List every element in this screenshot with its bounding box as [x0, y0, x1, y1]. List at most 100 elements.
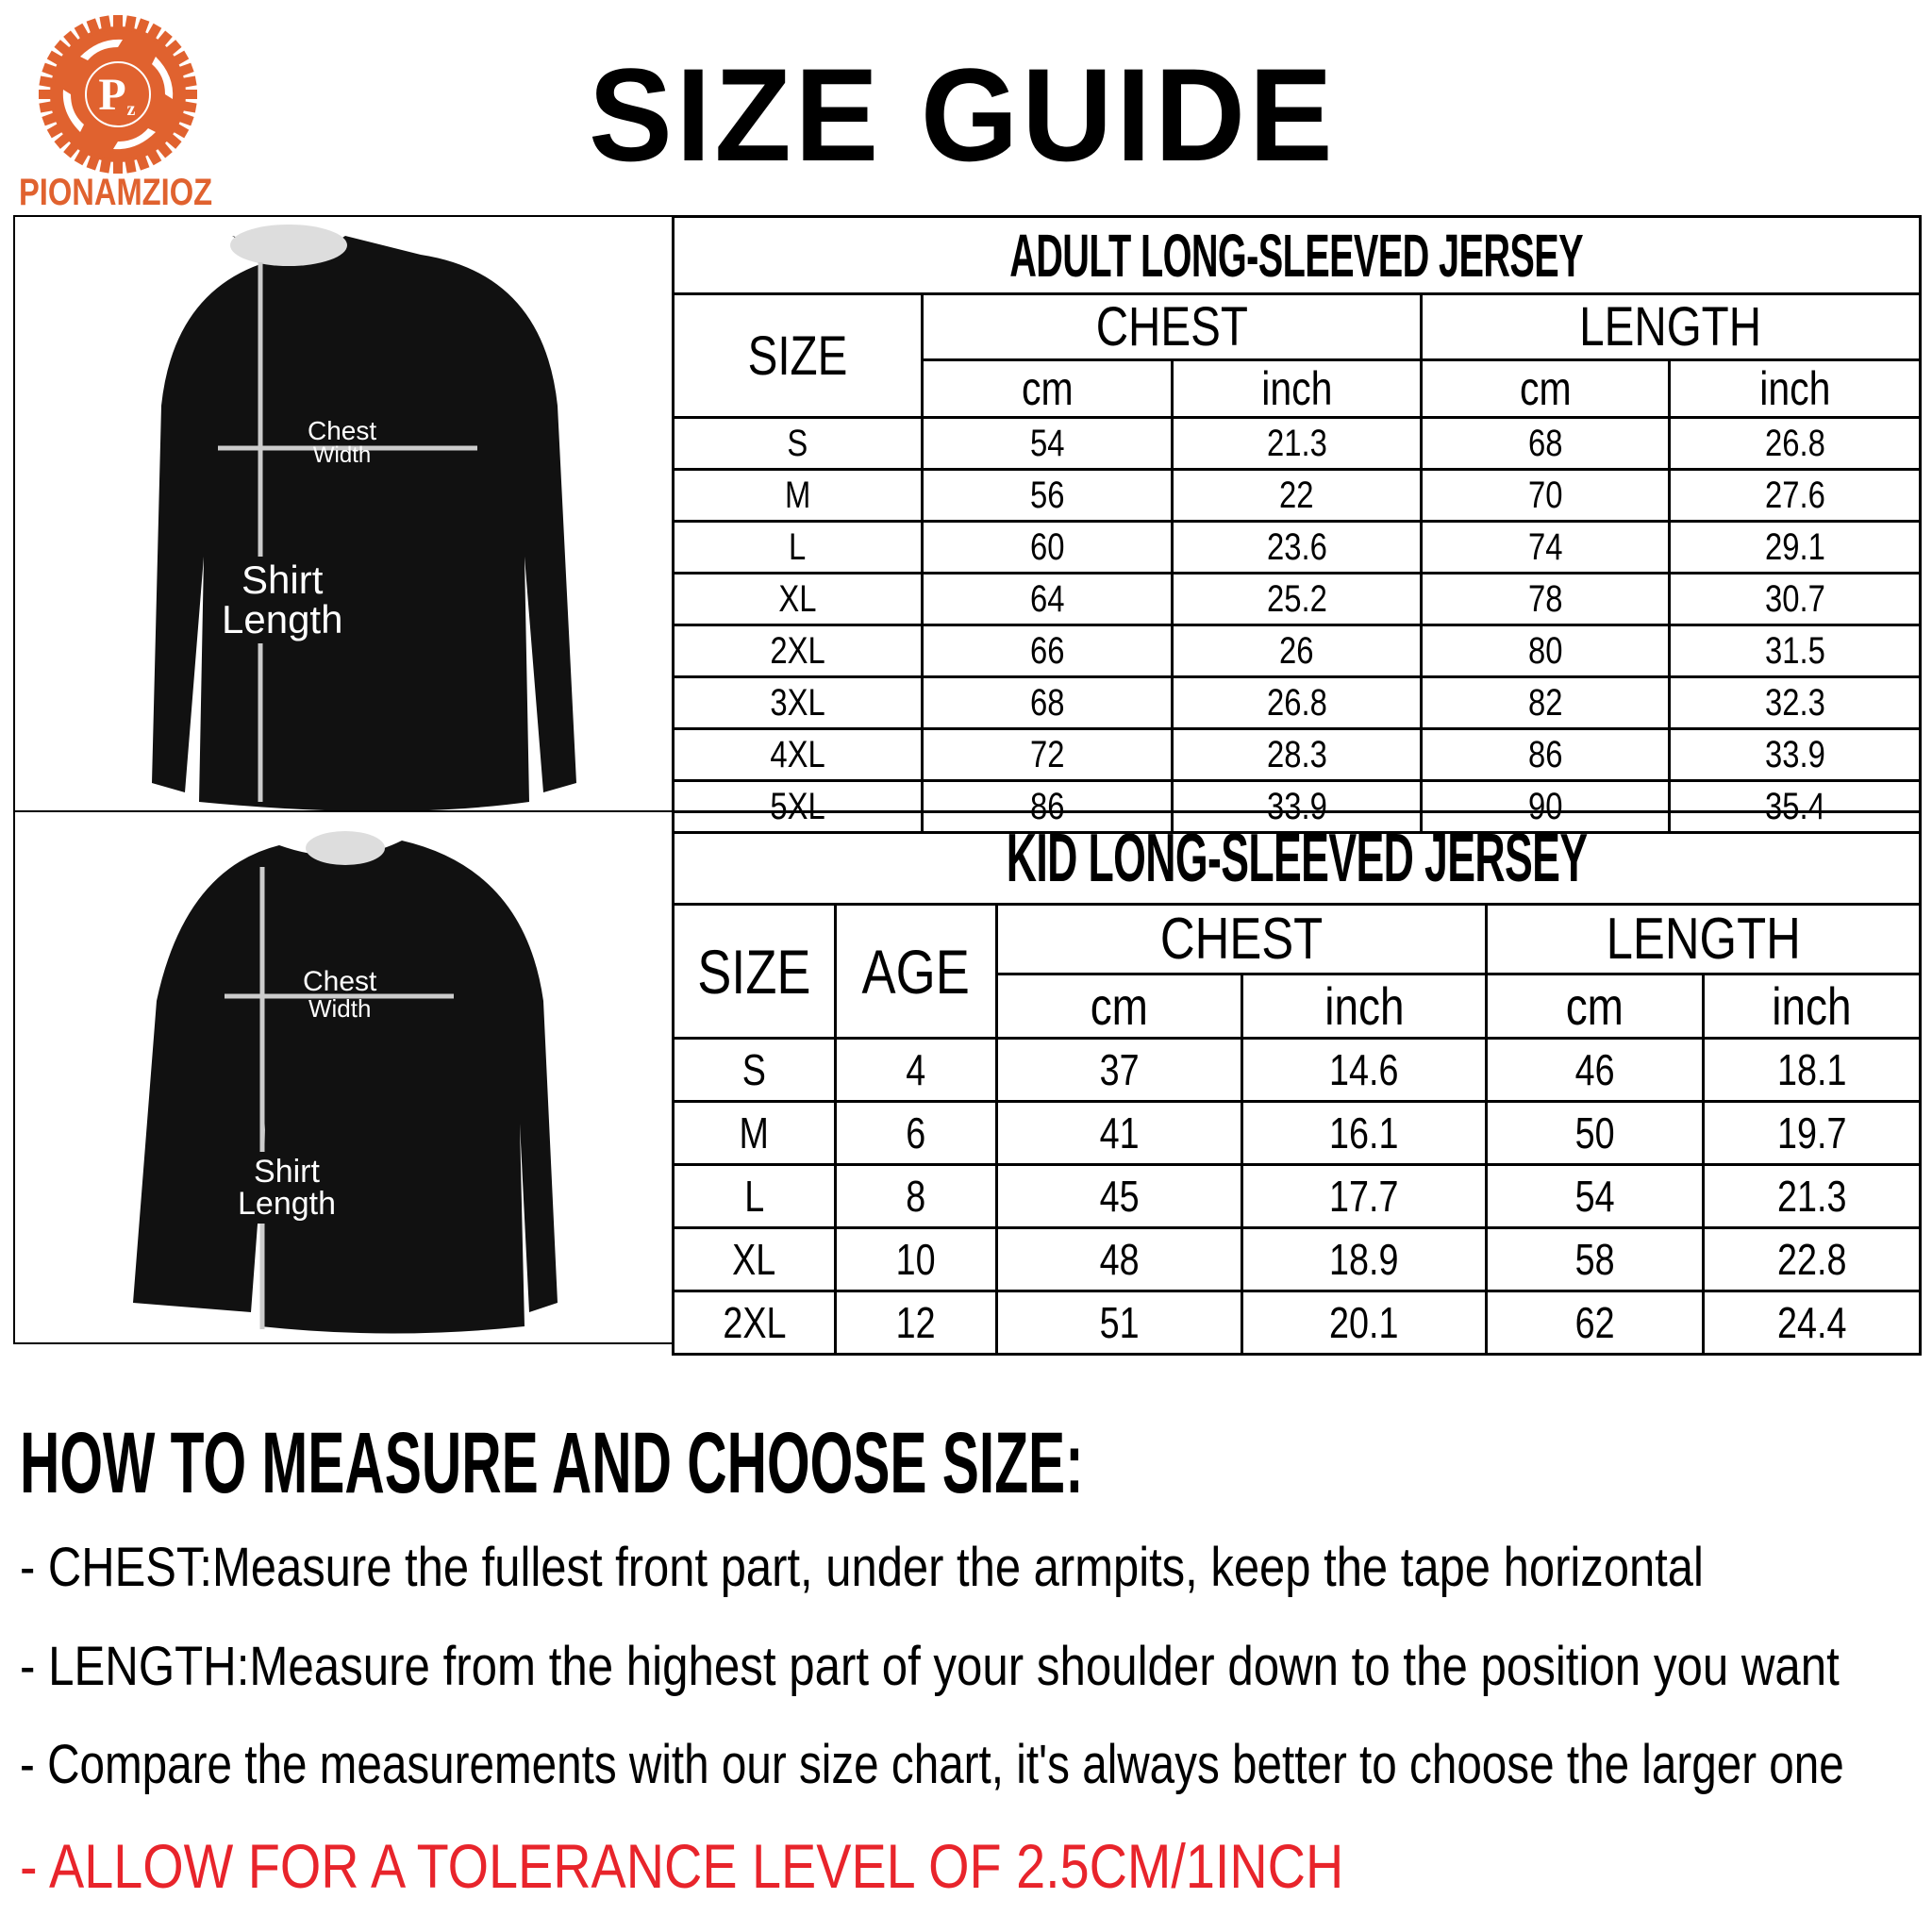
adult-cell-chest-inch: 23.6 — [1171, 520, 1423, 575]
kid-table-title: KID LONG-SLEEVED JERSEY — [671, 810, 1923, 906]
svg-text:z: z — [127, 99, 136, 120]
kid-size-table: KID LONG-SLEEVED JERSEY SIZE AGE CHEST L… — [671, 810, 1923, 1356]
adult-cell-chest-cm: 64 — [921, 572, 1174, 626]
kid-cell-length-inch: 19.7 — [1701, 1100, 1923, 1166]
kid-cell-chest-inch: 17.7 — [1241, 1163, 1488, 1229]
adult-cell-length-inch: 30.7 — [1667, 572, 1923, 626]
adult-cell-chest-cm: 68 — [921, 675, 1174, 730]
adult-cell-chest-cm: 56 — [921, 468, 1174, 523]
adult-cell-length-inch: 26.8 — [1667, 416, 1923, 471]
kid-cell-size: 2XL — [672, 1290, 837, 1356]
adult-chest-cm-header: cm — [921, 358, 1174, 419]
adult-table-row: L 60 23.6 74 29.1 — [672, 520, 1923, 575]
kid-table-row: L 8 45 17.7 54 21.3 — [672, 1163, 1923, 1229]
adult-cell-size: XL — [672, 572, 924, 626]
adult-cell-size: M — [672, 468, 924, 523]
adult-cell-size: 2XL — [672, 624, 924, 678]
adult-table-row: 4XL 72 28.3 86 33.9 — [672, 727, 1923, 782]
adult-cell-length-cm: 82 — [1420, 675, 1671, 730]
kid-cell-chest-cm: 51 — [995, 1290, 1243, 1356]
adult-size-table: ADULT LONG-SLEEVED JERSEY SIZE CHEST LEN… — [671, 215, 1923, 834]
adult-cell-length-cm: 70 — [1420, 468, 1671, 523]
chest-instruction-label: - CHEST: — [20, 1537, 212, 1598]
adult-image-panel: Chest Width Shirt Length — [13, 215, 674, 812]
adult-cell-chest-cm: 60 — [921, 520, 1174, 575]
adult-cell-chest-inch: 26.8 — [1171, 675, 1423, 730]
adult-cell-length-cm: 80 — [1420, 624, 1671, 678]
adult-cell-size: L — [672, 520, 924, 575]
adult-cell-length-inch: 29.1 — [1667, 520, 1923, 575]
adult-cell-chest-cm: 66 — [921, 624, 1174, 678]
kid-shirt-image — [133, 831, 558, 1334]
adult-cell-length-inch: 32.3 — [1667, 675, 1923, 730]
kid-cell-chest-inch: 14.6 — [1241, 1037, 1488, 1103]
adult-chest-width-label: Chest Width — [308, 416, 377, 468]
kid-age-header: AGE — [834, 903, 998, 1040]
kid-chest-width-label: Chest Width — [303, 966, 377, 1023]
kid-length-header: LENGTH — [1484, 903, 1923, 975]
adult-cell-chest-inch: 22 — [1171, 468, 1423, 523]
length-instruction-text: Measure from the highest part of your sh… — [249, 1636, 1840, 1697]
adult-table-row: 2XL 66 26 80 31.5 — [672, 624, 1923, 678]
adult-cell-chest-cm: 54 — [921, 416, 1174, 471]
gear-logo-icon: P z — [39, 15, 197, 174]
kid-cell-length-inch: 21.3 — [1701, 1163, 1923, 1229]
adult-cell-length-cm: 74 — [1420, 520, 1671, 575]
adult-cell-chest-inch: 21.3 — [1171, 416, 1423, 471]
kid-cell-age: 4 — [834, 1037, 998, 1103]
kid-cell-length-cm: 62 — [1485, 1290, 1705, 1356]
adult-table-title: ADULT LONG-SLEEVED JERSEY — [671, 215, 1923, 295]
kid-table-row: 2XL 12 51 20.1 62 24.4 — [672, 1290, 1923, 1356]
compare-instruction: - Compare the measurements with our size… — [20, 1734, 1844, 1795]
kid-cell-length-cm: 58 — [1485, 1226, 1705, 1292]
instructions-heading: HOW TO MEASURE AND CHOOSE SIZE: — [20, 1415, 1084, 1511]
kid-table-row: M 6 41 16.1 50 19.7 — [672, 1100, 1923, 1166]
adult-cell-length-inch: 27.6 — [1667, 468, 1923, 523]
adult-chest-header: CHEST — [921, 292, 1423, 361]
tolerance-note: - ALLOW FOR A TOLERANCE LEVEL OF 2.5CM/1… — [20, 1831, 1344, 1901]
svg-text:P: P — [98, 70, 125, 120]
adult-cell-length-cm: 86 — [1420, 727, 1671, 782]
kid-cell-length-cm: 46 — [1485, 1037, 1705, 1103]
kid-cell-size: M — [672, 1100, 837, 1166]
adult-table-row: M 56 22 70 27.6 — [672, 468, 1923, 523]
kid-cell-size: S — [672, 1037, 837, 1103]
kid-cell-chest-inch: 18.9 — [1241, 1226, 1488, 1292]
adult-shirt-image — [152, 225, 576, 810]
kid-cell-length-cm: 50 — [1485, 1100, 1705, 1166]
kid-cell-length-inch: 24.4 — [1701, 1290, 1923, 1356]
kid-cell-chest-cm: 41 — [995, 1100, 1243, 1166]
length-instruction-label: - LENGTH: — [20, 1636, 250, 1697]
kid-cell-length-inch: 18.1 — [1701, 1037, 1923, 1103]
kid-cell-age: 6 — [834, 1100, 998, 1166]
kid-cell-chest-cm: 45 — [995, 1163, 1243, 1229]
kid-length-cm-header: cm — [1485, 973, 1705, 1040]
adult-cell-length-inch: 33.9 — [1667, 727, 1923, 782]
adult-cell-length-inch: 31.5 — [1667, 624, 1923, 678]
adult-length-header: LENGTH — [1419, 292, 1923, 361]
kid-cell-age: 10 — [834, 1226, 998, 1292]
page-title: SIZE GUIDE — [589, 41, 1337, 189]
kid-cell-length-cm: 54 — [1485, 1163, 1705, 1229]
chest-instruction-text: Measure the fullest front part, under th… — [211, 1537, 1704, 1598]
kid-chest-inch-header: inch — [1241, 973, 1488, 1040]
adult-shirt-length-label: Shirt Length — [218, 557, 347, 643]
chest-instruction: - CHEST:Measure the fullest front part, … — [20, 1541, 1704, 1595]
adult-table-row: 3XL 68 26.8 82 32.3 — [672, 675, 1923, 730]
adult-length-cm-header: cm — [1420, 358, 1671, 419]
adult-cell-size: 4XL — [672, 727, 924, 782]
adult-length-inch-header: inch — [1667, 358, 1923, 419]
kid-chest-header: CHEST — [995, 903, 1488, 975]
kid-cell-size: L — [672, 1163, 837, 1229]
kid-image-panel: Chest Width Shirt Length — [13, 810, 674, 1344]
length-instruction: - LENGTH:Measure from the highest part o… — [20, 1640, 1840, 1694]
kid-cell-size: XL — [672, 1226, 837, 1292]
brand-logo: P z — [28, 9, 208, 175]
adult-cell-chest-inch: 28.3 — [1171, 727, 1423, 782]
kid-cell-length-inch: 22.8 — [1701, 1226, 1923, 1292]
adult-chest-inch-header: inch — [1171, 358, 1423, 419]
kid-chest-cm-header: cm — [995, 973, 1243, 1040]
kid-table-row: S 4 37 14.6 46 18.1 — [672, 1037, 1923, 1103]
adult-size-header: SIZE — [672, 292, 924, 419]
kid-cell-chest-inch: 16.1 — [1241, 1100, 1488, 1166]
